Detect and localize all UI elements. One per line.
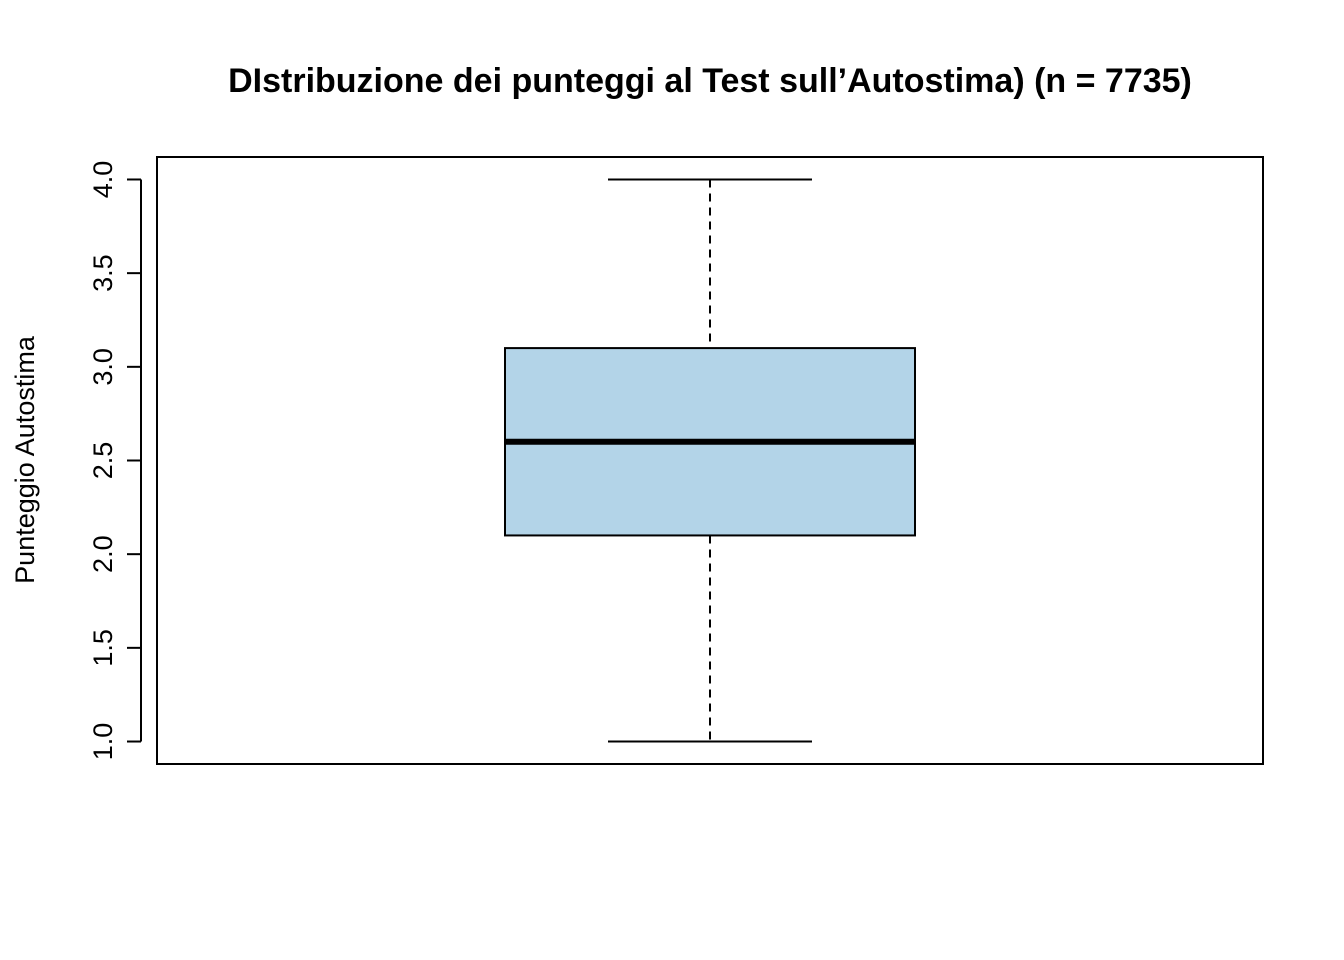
y-tick-label: 1.5 [88,629,118,667]
y-tick-label: 2.0 [88,535,118,573]
y-tick-label: 2.5 [88,442,118,480]
y-axis-label: Punteggio Autostima [10,335,40,584]
box-plot [504,178,916,743]
y-axis: 1.0 1.5 2.0 2.5 3.0 3.5 4.0 [88,161,142,761]
chart-title: DIstribuzione dei punteggi al Test sull’… [228,62,1192,100]
plot-frame [156,156,1264,765]
y-tick-label: 3.0 [88,348,118,386]
y-tick-label: 1.0 [88,723,118,761]
y-tick-label: 3.5 [88,254,118,292]
y-tick-label: 4.0 [88,161,118,199]
